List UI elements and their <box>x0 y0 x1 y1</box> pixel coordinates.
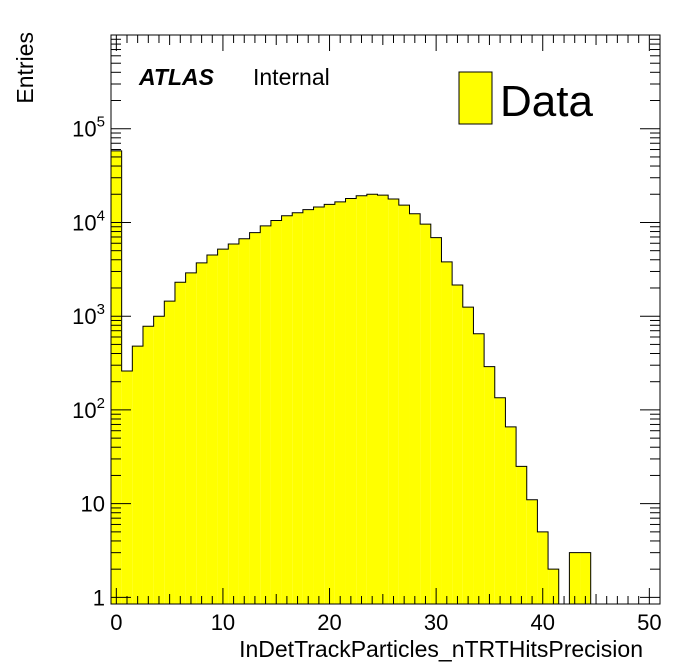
histogram-bar <box>569 552 581 604</box>
histogram-bar <box>260 225 271 604</box>
x-axis-label: InDetTrackParticles_nTRTHitsPrecision <box>239 636 643 662</box>
histogram-bar <box>580 552 591 604</box>
histogram-bar <box>281 215 293 604</box>
histogram-bar <box>420 224 431 605</box>
legend-label-data: Data <box>500 77 593 126</box>
histogram-bar <box>441 261 453 604</box>
histogram-outline <box>110 150 592 605</box>
y-axis-tick-labels: 1 10 102 103 104 105 <box>72 114 105 611</box>
y-axis-ticks <box>111 38 660 598</box>
histogram-bar <box>366 194 378 604</box>
histogram-bar <box>334 201 346 604</box>
histogram-bar <box>238 238 250 604</box>
histogram-bar <box>526 499 538 604</box>
histogram-bar <box>174 282 186 604</box>
histogram-bar <box>153 316 165 604</box>
histogram-bar <box>345 198 357 604</box>
y-tick-label: 104 <box>72 207 105 235</box>
histogram-bar <box>409 213 421 605</box>
x-tick-label: 40 <box>530 610 554 635</box>
histogram-bar <box>121 371 133 604</box>
histogram-bar <box>313 207 325 604</box>
histogram-bar <box>228 243 239 604</box>
histogram-bar <box>196 262 207 604</box>
histogram-bar <box>537 531 549 604</box>
atlas-label: ATLAS <box>138 64 215 90</box>
histogram-bar <box>452 285 463 604</box>
x-tick-label: 0 <box>110 610 122 635</box>
x-tick-label: 10 <box>211 610 235 635</box>
histogram-bar <box>302 209 314 604</box>
internal-label: Internal <box>253 64 330 90</box>
histogram-bar <box>548 569 559 604</box>
histogram-bar <box>164 301 175 604</box>
y-axis-label: Entries <box>12 32 38 104</box>
x-tick-label: 30 <box>424 610 448 635</box>
histogram-bar <box>217 249 229 604</box>
histogram-bar <box>505 426 517 604</box>
histogram-bar <box>111 150 122 605</box>
histogram-bar <box>516 466 527 604</box>
histogram-bar <box>484 366 495 604</box>
x-axis-ticks <box>115 35 661 604</box>
y-tick-label: 1 <box>93 585 105 610</box>
histogram-bars <box>111 150 591 605</box>
x-tick-label: 50 <box>637 610 661 635</box>
histogram-bar <box>430 237 442 604</box>
histogram-bar <box>206 254 218 604</box>
histogram-bar <box>142 326 154 604</box>
x-axis-tick-labels: 0 10 20 30 40 50 <box>110 610 661 635</box>
y-tick-label: 103 <box>72 301 105 329</box>
histogram-bar <box>270 220 282 604</box>
x-tick-label: 20 <box>317 610 341 635</box>
histogram-bar <box>185 272 197 604</box>
legend: Data <box>458 71 593 126</box>
histogram-bar <box>132 346 143 604</box>
histogram-bar <box>356 195 367 604</box>
histogram-bar <box>377 195 389 604</box>
histogram-bar <box>324 204 335 605</box>
histogram-bar <box>292 212 303 604</box>
histogram-bar <box>473 333 485 604</box>
y-tick-label: 105 <box>72 114 105 142</box>
histogram-bar <box>398 205 410 604</box>
histogram-bar <box>388 198 399 604</box>
histogram-bar <box>494 397 506 604</box>
plot-frame <box>110 34 661 605</box>
y-tick-label: 102 <box>72 395 105 423</box>
y-tick-label: 10 <box>81 492 105 517</box>
histogram-bar <box>462 307 474 604</box>
histogram-bar <box>249 232 261 605</box>
legend-swatch-data <box>458 71 493 125</box>
